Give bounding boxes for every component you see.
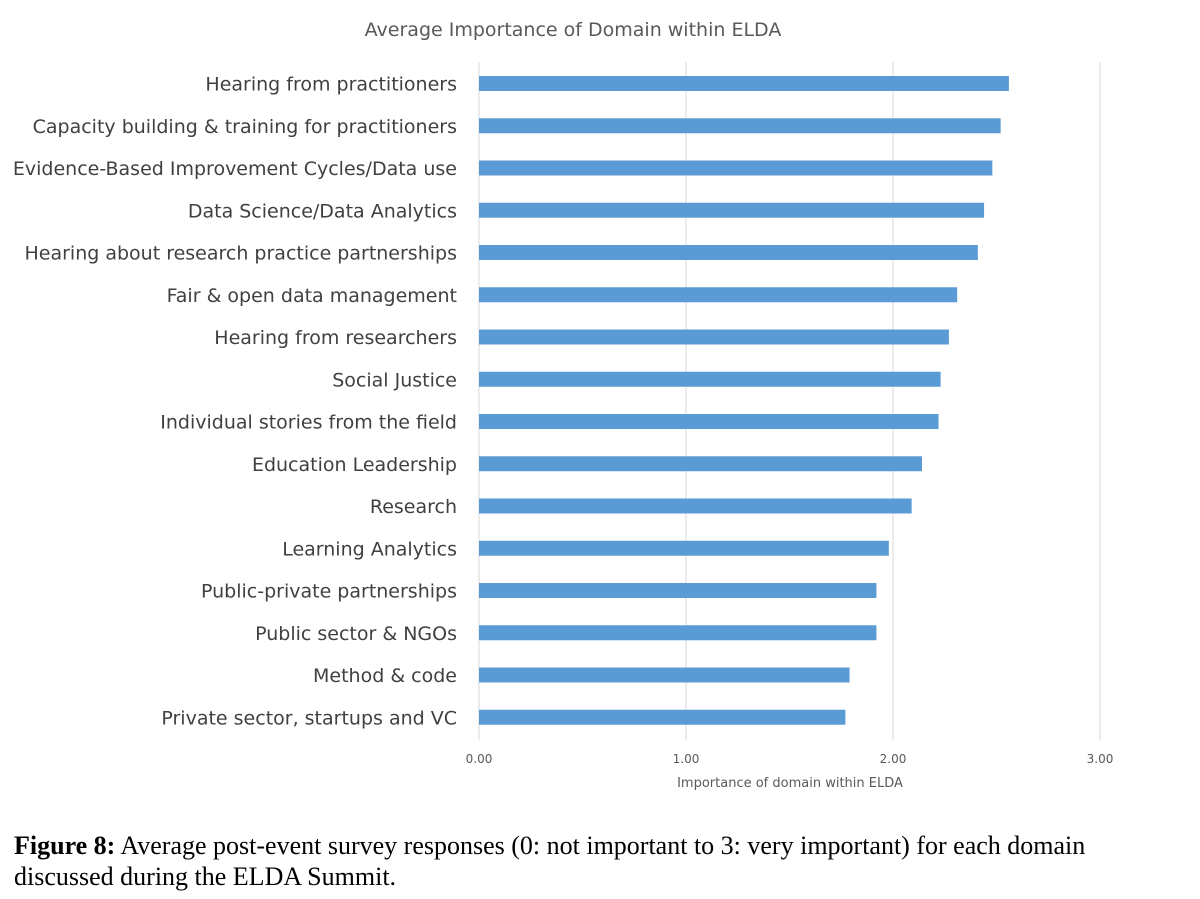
x-tick-label: 3.00 — [1087, 752, 1114, 766]
x-tick-label: 1.00 — [673, 752, 700, 766]
caption-text: Average post-event survey responses (0: … — [14, 831, 1086, 891]
category-labels: Hearing from practitioners Capacity build… — [13, 74, 457, 730]
category-label: Hearing about research practice partners… — [24, 243, 457, 265]
category-label: Research — [370, 496, 457, 518]
bar — [479, 456, 922, 472]
bars — [479, 76, 1009, 725]
category-label: Hearing from practitioners — [205, 74, 457, 96]
x-axis-title: Importance of domain within ELDA — [677, 776, 903, 791]
bar — [479, 625, 877, 641]
bar — [479, 709, 846, 725]
bar — [479, 287, 958, 303]
chart-title: Average Importance of Domain within ELDA — [365, 19, 782, 41]
x-tick-label: 0.00 — [466, 752, 493, 766]
category-label: Public-private partnerships — [201, 581, 457, 603]
bar — [479, 202, 985, 218]
bar — [479, 498, 912, 514]
figure-caption: Figure 8: Average post-event survey resp… — [14, 830, 1184, 892]
bar — [479, 160, 993, 176]
bar — [479, 245, 978, 260]
category-label: Capacity building & training for practit… — [33, 116, 457, 138]
category-label: Private sector, startups and VC — [161, 707, 457, 729]
x-axis-tick-labels: 0.00 1.00 2.00 3.00 — [466, 752, 1114, 766]
category-label: Fair & open data management — [167, 285, 457, 307]
category-label: Hearing from researchers — [214, 327, 457, 349]
bar — [479, 371, 941, 387]
bar — [479, 540, 889, 556]
x-tick-label: 2.00 — [880, 752, 907, 766]
category-label: Public sector & NGOs — [255, 623, 457, 645]
caption-label: Figure 8: — [14, 831, 116, 860]
category-label: Education Leadership — [252, 454, 457, 476]
category-label: Social Justice — [332, 369, 457, 391]
bar — [479, 118, 1001, 134]
category-label: Learning Analytics — [282, 538, 457, 560]
bar — [479, 583, 877, 598]
bar-chart: Average Importance of Domain within ELDA… — [13, 19, 1114, 791]
category-label: Evidence-Based Improvement Cycles/Data u… — [13, 158, 457, 180]
bar — [479, 329, 949, 345]
bar — [479, 414, 939, 429]
category-label: Individual stories from the field — [160, 412, 457, 434]
category-label: Method & code — [313, 665, 457, 687]
bar — [479, 667, 850, 683]
category-label: Data Science/Data Analytics — [188, 200, 457, 222]
bar — [479, 76, 1009, 91]
